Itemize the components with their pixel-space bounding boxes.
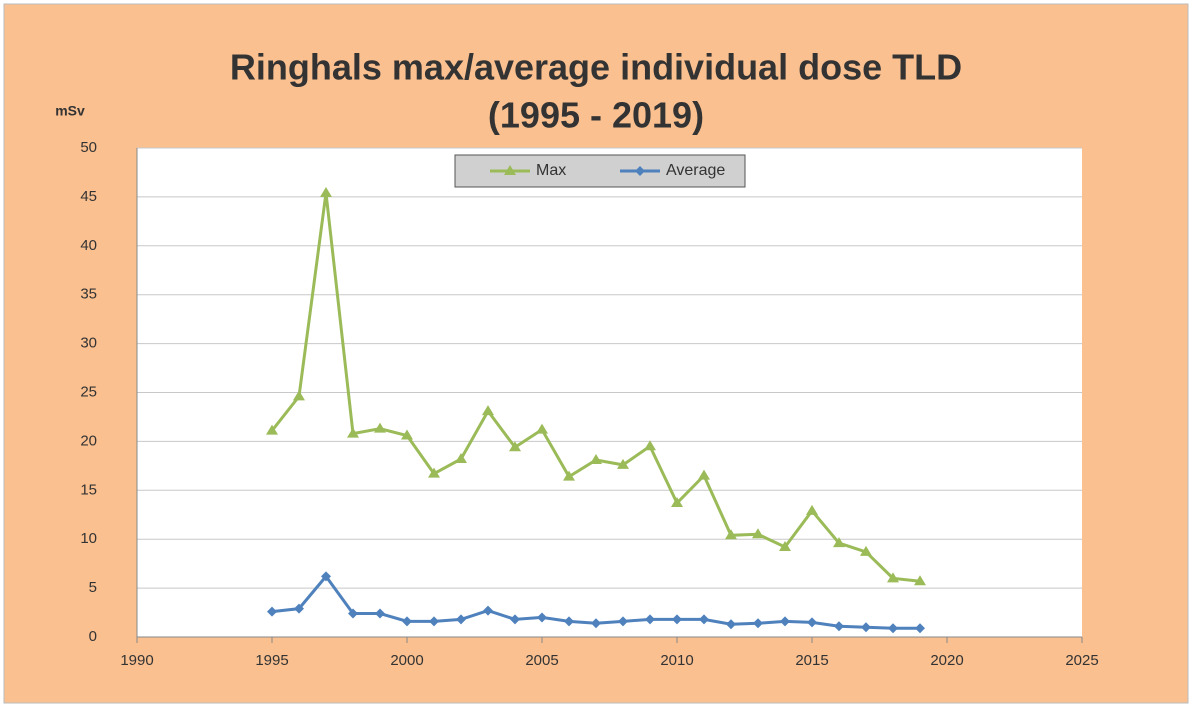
point	[402, 616, 412, 627]
point	[509, 441, 521, 452]
chart-title: Ringhals max/average individual dose TLD	[230, 47, 962, 88]
point	[834, 621, 844, 632]
point	[807, 617, 817, 628]
point	[266, 424, 278, 435]
point	[321, 571, 331, 582]
y-tick-label: 45	[80, 188, 97, 205]
x-tick-label: 1990	[120, 652, 153, 669]
point	[752, 528, 764, 539]
point	[860, 545, 872, 556]
point	[267, 606, 277, 617]
y-tick-label: 35	[80, 286, 97, 303]
point	[428, 467, 440, 478]
point	[510, 614, 520, 625]
point	[374, 422, 386, 433]
y-tick-label: 5	[89, 579, 97, 596]
y-tick-label: 30	[80, 335, 97, 352]
x-tick-label: 2005	[525, 652, 558, 669]
legend-label: Average	[666, 162, 725, 179]
legend-marker	[504, 165, 516, 175]
point	[617, 458, 629, 469]
x-tick-label: 2020	[930, 652, 963, 669]
chart-subtitle: (1995 - 2019)	[488, 95, 704, 136]
point	[293, 390, 305, 401]
point	[482, 405, 494, 416]
point	[591, 618, 601, 629]
point	[645, 614, 655, 625]
point	[779, 541, 791, 552]
x-tick-label: 1995	[255, 652, 288, 669]
point	[429, 616, 439, 627]
point	[401, 429, 413, 440]
point	[294, 603, 304, 614]
x-tick-label: 2015	[795, 652, 828, 669]
point	[672, 614, 682, 625]
point	[725, 529, 737, 540]
y-tick-label: 50	[80, 139, 97, 156]
point	[563, 470, 575, 481]
point	[914, 575, 926, 586]
point	[347, 427, 359, 438]
point	[698, 469, 710, 480]
point	[861, 622, 871, 633]
point	[806, 504, 818, 515]
point	[564, 616, 574, 627]
point	[726, 619, 736, 630]
point	[833, 537, 845, 548]
point	[537, 612, 547, 623]
legend-label: Max	[536, 162, 566, 179]
y-tick-label: 0	[89, 628, 97, 645]
point	[456, 614, 466, 625]
point	[699, 614, 709, 625]
legend-marker	[635, 166, 645, 176]
point	[483, 605, 493, 616]
x-tick-label: 2000	[390, 652, 423, 669]
point	[320, 186, 332, 197]
y-tick-label: 15	[80, 481, 97, 498]
point	[536, 423, 548, 434]
point	[753, 618, 763, 629]
y-tick-label: 25	[80, 383, 97, 400]
y-tick-label: 20	[80, 432, 97, 449]
x-tick-label: 2025	[1065, 652, 1098, 669]
x-tick-label: 2010	[660, 652, 693, 669]
point	[455, 453, 467, 464]
point	[780, 616, 790, 627]
point	[671, 497, 683, 508]
point	[915, 623, 925, 634]
y-tick-label: 10	[80, 530, 97, 547]
y-axis-label: mSv	[55, 103, 85, 119]
point	[618, 616, 628, 627]
point	[887, 572, 899, 583]
point	[348, 608, 358, 619]
point	[644, 440, 656, 451]
y-tick-label: 40	[80, 237, 97, 254]
point	[888, 623, 898, 634]
point	[590, 453, 602, 464]
point	[375, 608, 385, 619]
